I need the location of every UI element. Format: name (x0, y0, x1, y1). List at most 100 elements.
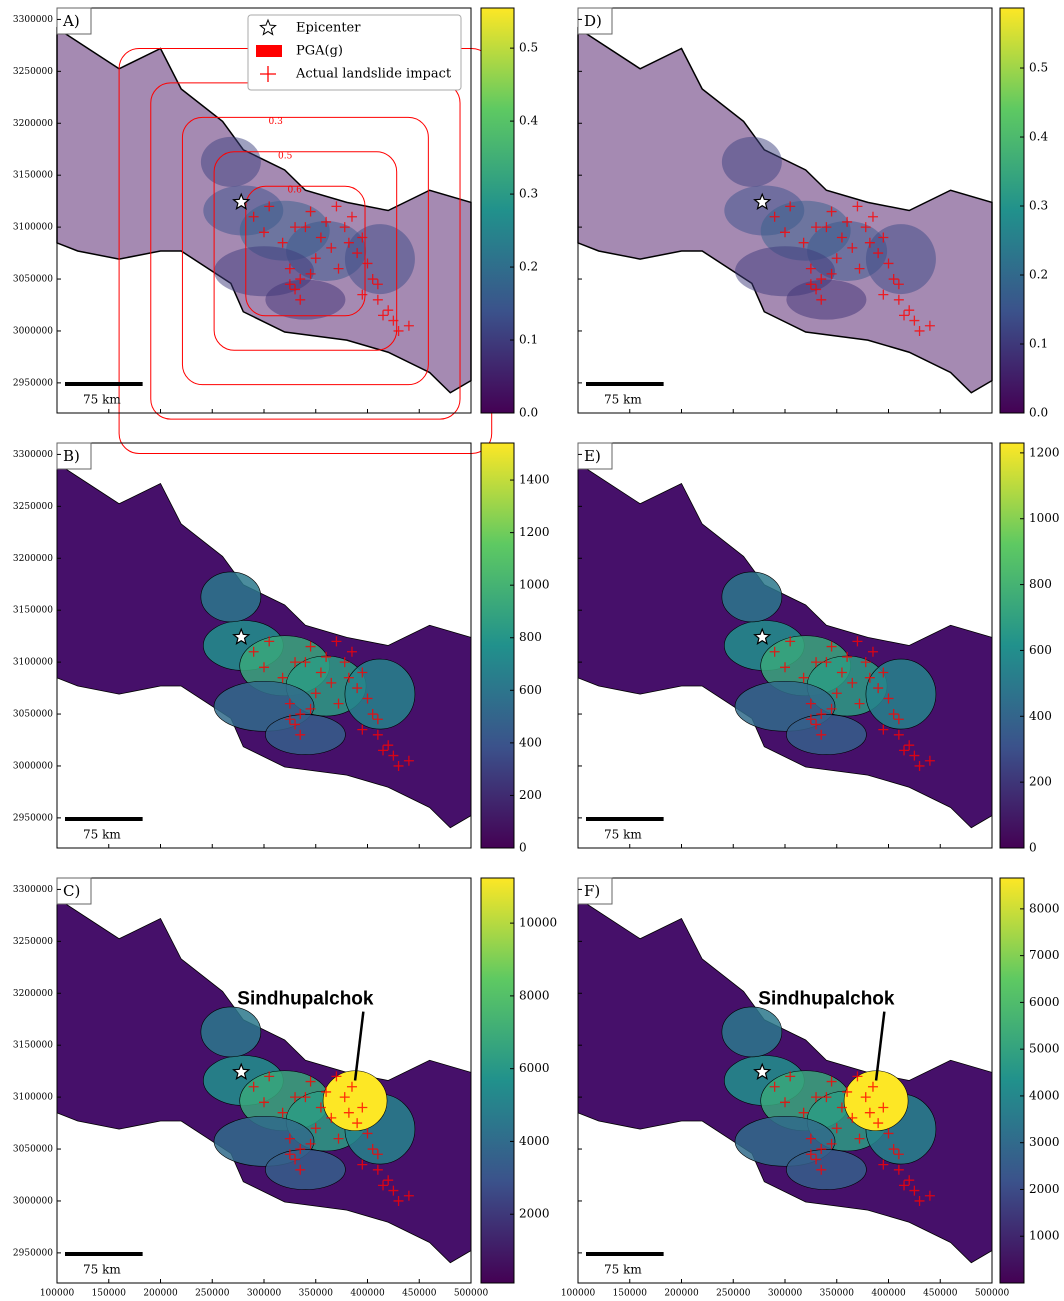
impact-cross (284, 698, 295, 709)
impact-cross (852, 201, 863, 212)
impact-cross (372, 279, 383, 290)
legend-impact (260, 66, 276, 82)
impact-cross (826, 703, 837, 714)
colorbar-tick-label: 400 (519, 735, 542, 749)
x-tick-label: 350000 (299, 1289, 334, 1299)
impact-cross (321, 1086, 332, 1097)
x-tick-label: 500000 (454, 1289, 489, 1299)
x-tick-label: 200000 (143, 1289, 178, 1299)
colorbar-tick-label: 0.4 (1029, 130, 1048, 144)
impact-cross (854, 263, 865, 274)
impact-cross (290, 284, 301, 295)
impact-cross (811, 284, 822, 295)
impact-cross (357, 1159, 368, 1170)
impact-cross (893, 279, 904, 290)
impact-cross (780, 662, 790, 673)
annotation-pointer (874, 1011, 886, 1081)
district-value (786, 714, 867, 755)
panel-label: D) (584, 12, 602, 30)
impact-cross (821, 1092, 832, 1103)
impact-cross (388, 1185, 399, 1196)
impact-cross (362, 1128, 373, 1139)
annotation-pointer (353, 1011, 365, 1081)
impact-cross (290, 222, 301, 233)
impact-cross (305, 703, 316, 714)
impact-cross (867, 1081, 878, 1092)
impact-cross (305, 641, 316, 652)
map-panel: 75 km E) 0 200 400 600 800 1000 1200 (577, 442, 1060, 855)
y-tick-label: 3000000 (13, 1196, 53, 1206)
colorbar-tick-label: 0.5 (519, 41, 538, 55)
impact-cross (388, 315, 399, 326)
x-tick-label: 100000 (40, 1289, 75, 1299)
impact-cross (277, 1107, 288, 1118)
panel-label-box (56, 442, 92, 470)
impact-cross (295, 274, 306, 285)
impact-cross (367, 709, 378, 720)
impact-cross (798, 1107, 809, 1118)
annotation: Sindhupalchok (237, 989, 374, 1010)
impact-cross (295, 729, 306, 740)
impact-cross (259, 662, 269, 673)
impact-cross (346, 211, 357, 222)
impact-cross (821, 222, 832, 233)
impact-cross (909, 1185, 920, 1196)
panel-label: C) (63, 882, 80, 900)
impact-cross (878, 724, 889, 735)
impact-cross (388, 750, 399, 761)
colorbar (480, 7, 515, 414)
colorbar-tick-label: 1200 (1029, 445, 1060, 459)
impact-cross (798, 672, 809, 683)
pga-contour (245, 185, 366, 317)
impact-cross (383, 305, 394, 316)
impact-cross (867, 646, 878, 657)
epicenter (753, 627, 772, 645)
impact-cross (864, 237, 875, 248)
impact-cross (326, 677, 337, 688)
colorbar-tick-label: 1200 (519, 525, 550, 539)
map-panel: Sindhupalchok 75 km F) 100000 150000 200000 25… (561, 877, 1060, 1299)
impact-cross (264, 201, 275, 212)
impact-cross (842, 216, 853, 227)
impact-cross (300, 222, 311, 233)
impact-cross (383, 740, 394, 751)
impact-cross (259, 1097, 269, 1108)
impact-cross (816, 1144, 827, 1155)
impact-cross (284, 263, 295, 274)
epicenter (232, 1062, 251, 1080)
colorbar-tick-label: 0.4 (519, 114, 538, 128)
impact-cross (343, 1107, 354, 1118)
impact-cross (860, 657, 871, 668)
impact-cross (310, 253, 321, 264)
impact-cross (769, 646, 780, 657)
impact-cross (831, 1123, 842, 1134)
colorbar-tick-label: 1000 (1029, 511, 1060, 525)
impact-cross (780, 1097, 790, 1108)
scale-bar-label: 75 km (604, 1263, 642, 1277)
colorbar-tick-label: 10000 (519, 916, 557, 930)
scale-bar-label: 75 km (604, 828, 642, 842)
pga-contour (213, 151, 398, 351)
impact-cross (315, 667, 326, 678)
impact-cross (899, 310, 910, 321)
colorbar-tick-label: 200 (1029, 775, 1052, 789)
impact-cross (847, 242, 858, 253)
impact-cross (878, 232, 889, 243)
x-tick-label: 300000 (768, 1289, 803, 1299)
colorbar-tick-label: 2000 (519, 1207, 550, 1221)
impact-cross (836, 1102, 847, 1113)
impact-cross (826, 641, 837, 652)
impact-cross (811, 719, 822, 730)
impact-cross (372, 729, 383, 740)
x-tick-label: 500000 (975, 1289, 1010, 1299)
x-tick-label: 100000 (561, 1289, 596, 1299)
impact-cross (305, 1076, 316, 1087)
map-panel: Sindhupalchok 75 km C) 100000 150000 200000 25… (13, 877, 557, 1299)
colorbar-tick-label: 6000 (519, 1061, 550, 1075)
impact-cross (343, 672, 354, 683)
impact-cross (864, 672, 875, 683)
impact-cross (248, 1081, 259, 1092)
impact-cross (264, 636, 275, 647)
district-value (200, 1006, 262, 1058)
impact-cross (873, 1118, 884, 1129)
